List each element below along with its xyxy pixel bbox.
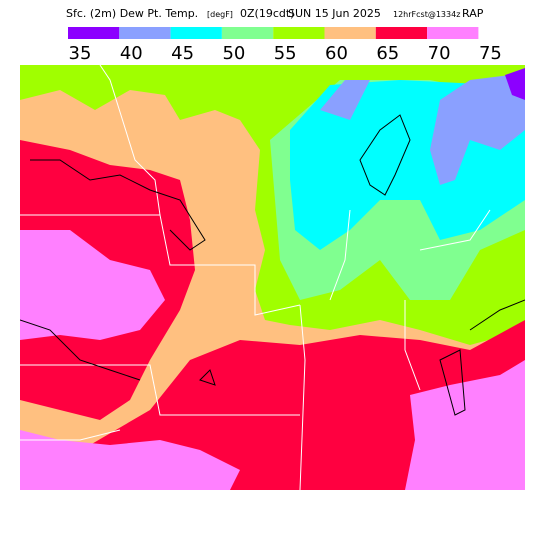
- color-legend: 35 40 45 50 55 60 65 70 75: [68, 27, 502, 64]
- legend-swatch: [221, 27, 274, 39]
- legend-label: 35: [69, 43, 92, 64]
- legend-label: 40: [120, 43, 143, 64]
- title-model: RAP: [462, 7, 484, 20]
- legend-label: 75: [479, 43, 502, 64]
- legend-label: 65: [376, 43, 399, 64]
- title-time: 0Z(19cdt): [240, 7, 294, 20]
- region: [505, 68, 525, 100]
- title-text: Sfc. (2m) Dew Pt. Temp.: [66, 7, 198, 20]
- legend-label: 45: [171, 43, 194, 64]
- legend-label: 70: [428, 43, 451, 64]
- region: [20, 230, 165, 340]
- region: [320, 80, 370, 120]
- region: [430, 75, 525, 185]
- title-forecast: 12hrFcst@1334z: [393, 10, 460, 19]
- title: Sfc. (2m) Dew Pt. Temp. [degF] 0Z(19cdt)…: [66, 7, 484, 20]
- title-date: SUN 15 Jun 2025: [288, 7, 381, 20]
- map: [20, 65, 525, 490]
- legend-swatch: [68, 27, 120, 39]
- legend-label: 50: [222, 43, 245, 64]
- legend-swatch: [324, 27, 376, 39]
- legend-swatch: [170, 27, 222, 39]
- title-units: [degF]: [207, 10, 233, 19]
- region: [405, 360, 525, 490]
- legend-swatch: [427, 27, 479, 39]
- borders: [20, 65, 491, 490]
- region: [20, 430, 240, 490]
- legend-label: 55: [274, 43, 297, 64]
- legend-swatch: [119, 27, 171, 39]
- legend-label: 60: [325, 43, 348, 64]
- contours: [20, 114, 525, 416]
- legend-swatch: [375, 27, 428, 39]
- legend-swatch: [273, 27, 325, 39]
